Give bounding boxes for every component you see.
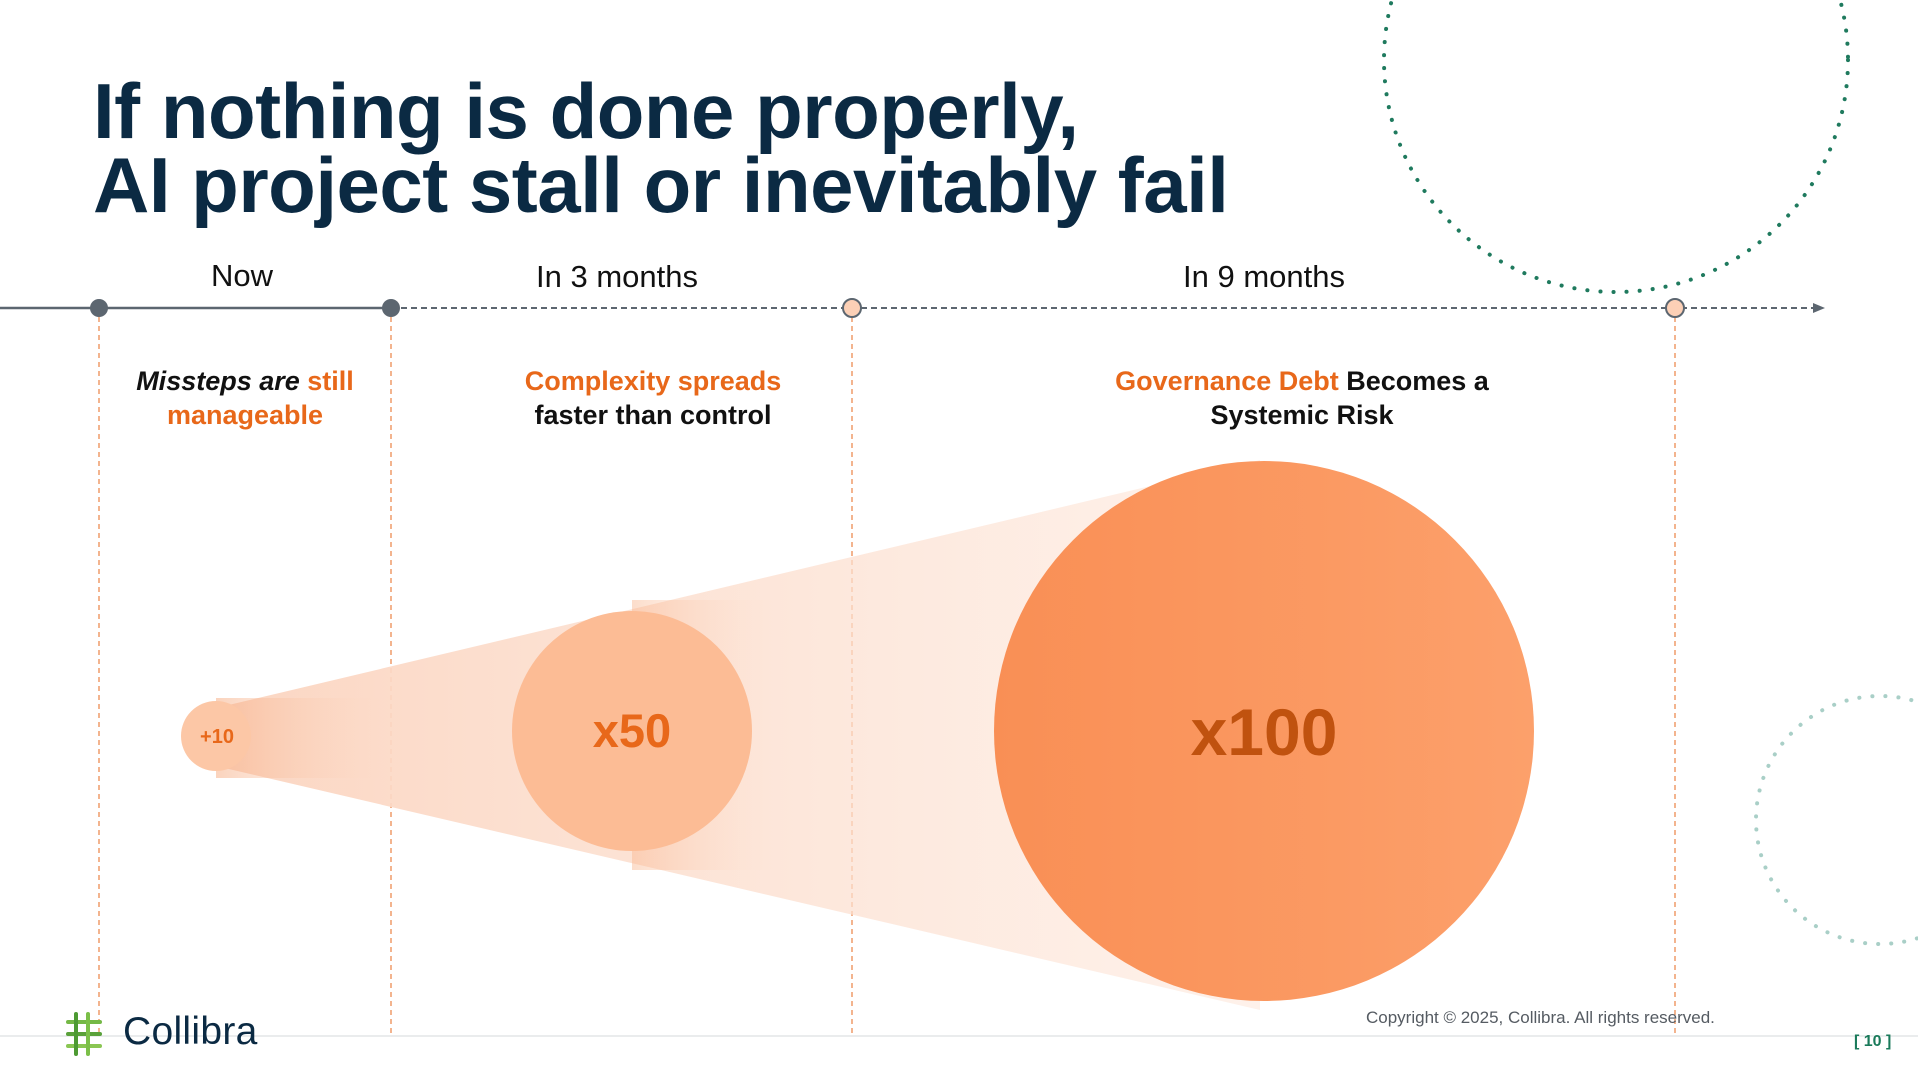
stage-9m-line-1: Governance Debt Becomes a (1115, 364, 1489, 398)
stage-3m-line-2: faster than control (525, 398, 782, 432)
timeline-marker-3-months (382, 299, 400, 317)
collibra-logo-icon (66, 1012, 102, 1056)
growth-circle-small (181, 701, 251, 771)
period-label-3-months: In 3 months (536, 259, 698, 294)
stage-now-line-2: manageable (136, 398, 354, 432)
page-number: [ 10 ] (1854, 1033, 1892, 1050)
growth-label-big: x100 (1191, 695, 1338, 769)
page-title: If nothing is done properly, AI project … (93, 67, 1229, 229)
stage-caption-9-months: Governance Debt Becomes a Systemic Risk (1115, 364, 1489, 432)
title-line-2: AI project stall or inevitably fail (93, 141, 1229, 229)
stage-now-text-manageable: manageable (166, 400, 324, 430)
decor-dotted-circle-top (1382, 0, 1850, 294)
stage-3m-text-faster: faster than control (534, 400, 772, 430)
stage-caption-now: Missteps are still manageable (136, 364, 354, 432)
stage-now-text-still: still (307, 366, 354, 396)
timeline-arrowhead (1813, 303, 1825, 313)
stage-now-text-missteps: Missteps are (136, 366, 308, 396)
stage-9m-text-systemic: Systemic Risk (1210, 400, 1394, 430)
period-label-9-months: In 9 months (1183, 259, 1345, 294)
stage-9m-text-governance: Governance Debt (1115, 366, 1339, 396)
decor-dotted-circle-right (1754, 694, 1918, 946)
timeline-marker-6-months (842, 298, 862, 318)
stage-3m-text-complexity: Complexity spreads (524, 366, 782, 396)
growth-circle-big (994, 461, 1534, 1001)
timeline-marker-9-months (1665, 298, 1685, 318)
stage-caption-3-months: Complexity spreads faster than control (525, 364, 782, 432)
period-label-now: Now (210, 258, 274, 293)
stage-9m-text-becomes: Becomes a (1338, 366, 1489, 396)
copyright-notice: Copyright © 2025, Collibra. All rights r… (1366, 1008, 1715, 1027)
timeline-marker-now (90, 299, 108, 317)
stage-9m-line-2: Systemic Risk (1115, 398, 1489, 432)
growth-label-mid: x50 (593, 704, 671, 757)
growth-label-small: +10 (200, 726, 234, 748)
stage-now-line-1: Missteps are still (136, 364, 354, 398)
stage-3m-line-1: Complexity spreads (525, 364, 782, 398)
growth-circle-mid (512, 611, 752, 851)
title-line-1: If nothing is done properly, (93, 67, 1079, 155)
collibra-logo-text: Collibra (123, 1010, 258, 1053)
